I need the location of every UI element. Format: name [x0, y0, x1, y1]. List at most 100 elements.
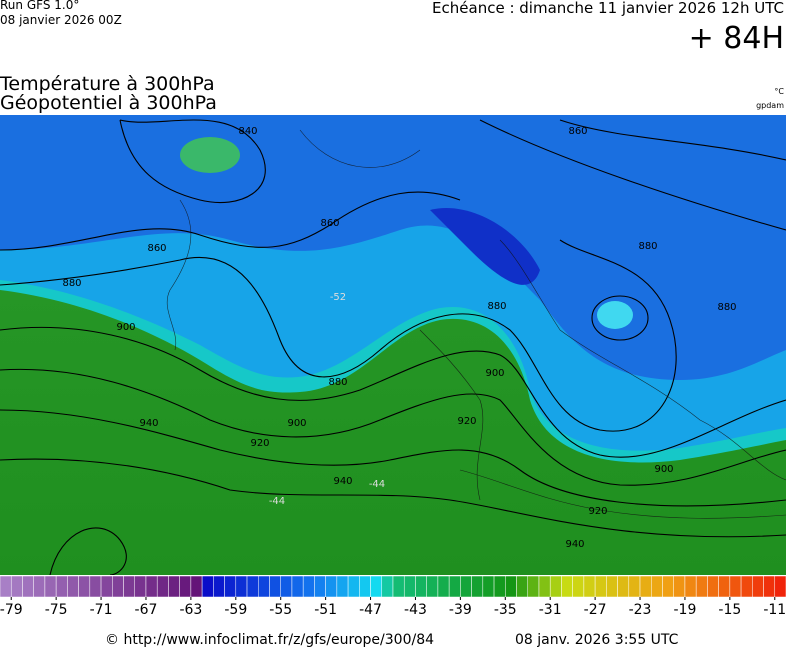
colorbar-cell	[482, 575, 495, 598]
colorbar-label: -31	[539, 602, 562, 618]
colorbar-cell	[213, 575, 225, 598]
colorbar-cell	[527, 575, 540, 598]
colorbar-label: -47	[359, 602, 382, 618]
contour-label: 880	[717, 302, 736, 313]
run-date: 08 janvier 2026 00Z	[0, 13, 122, 27]
colorbar-cell	[347, 575, 360, 598]
colorbar-cell	[448, 575, 461, 598]
unit-temperature: °C	[774, 87, 784, 96]
colorbar-cell	[392, 575, 405, 598]
contours	[0, 119, 786, 575]
contour-label: 920	[457, 416, 476, 427]
colorbar-cell	[78, 575, 91, 598]
colorbar-cell	[258, 575, 270, 598]
colorbar-label: -79	[0, 602, 23, 618]
colorbar-cell	[437, 575, 450, 598]
map	[0, 115, 786, 575]
colorbar-label: -63	[179, 602, 202, 618]
colorbar-cell	[0, 575, 12, 598]
run-label: Run GFS 1.0°	[0, 0, 79, 12]
warm-spot	[180, 137, 240, 173]
colorbar-label: -11	[763, 602, 786, 618]
colorbar-cell	[123, 575, 135, 598]
warm-spot	[597, 301, 633, 329]
colorbar-cell	[549, 575, 562, 598]
colorbar-cell	[628, 575, 641, 598]
generated-time: 08 janv. 2026 3:55 UTC	[515, 632, 679, 648]
colorbar-cell	[426, 575, 439, 598]
colorbar-cell	[639, 575, 652, 598]
colorbar-cell	[10, 575, 23, 598]
colorbar-label: -23	[629, 602, 652, 618]
colorbar-cell	[224, 575, 237, 598]
colorbar-cell	[44, 575, 57, 598]
contour-label: 920	[588, 506, 607, 517]
colorbar-cell	[145, 575, 158, 598]
colorbar-cell	[190, 575, 203, 598]
colorbar-cell	[291, 575, 304, 598]
contour-label: 940	[139, 418, 158, 429]
colorbar-cell	[201, 575, 214, 598]
colorbar-cell	[112, 575, 124, 598]
colorbar-cell	[325, 575, 338, 598]
colorbar-label: -35	[494, 602, 517, 618]
colorbar-label: -51	[314, 602, 337, 618]
colorbar-cell	[774, 575, 786, 598]
colorbar-cell	[583, 575, 596, 598]
colorbar-cell	[662, 575, 674, 598]
colorbar-cell	[179, 575, 192, 598]
colorbar-cell	[752, 575, 764, 598]
colorbar-cell	[538, 575, 551, 598]
colorbar-cell	[156, 575, 169, 598]
colorbar-cell	[168, 575, 180, 598]
contour-label: 900	[116, 322, 135, 333]
colorbar-cell	[302, 575, 315, 598]
colorbar-label: -67	[135, 602, 158, 618]
colorbar-cell	[403, 575, 416, 598]
cold-core	[430, 208, 540, 285]
colorbar-cell	[314, 575, 326, 598]
colorbar-cell	[336, 575, 349, 598]
colorbar-cell	[673, 575, 686, 598]
colorbar-label: -15	[718, 602, 741, 618]
colorbar-cell	[707, 575, 719, 598]
colorbar-label: -75	[45, 602, 68, 618]
colorbar-cell	[740, 575, 753, 598]
colorbar-cell	[134, 575, 147, 598]
colorbar-cell	[594, 575, 607, 598]
colorbar-cell	[505, 575, 517, 598]
colorbar-label: -19	[674, 602, 697, 618]
contour-label: 860	[147, 243, 166, 254]
colorbar-cell	[516, 575, 528, 598]
colorbar-cell	[572, 575, 585, 598]
cold-area	[0, 115, 786, 380]
colorbar-cell	[415, 575, 427, 598]
contour-label: 920	[250, 438, 269, 449]
colorbar-cell	[100, 575, 113, 598]
colorbar-cell	[718, 575, 731, 598]
contour-label: 880	[328, 377, 347, 388]
colorbar-cell	[606, 575, 618, 598]
valid-time: Echéance : dimanche 11 janvier 2026 12h …	[432, 0, 784, 17]
contour-label: 860	[568, 126, 587, 137]
contour-label: 940	[333, 476, 352, 487]
temperature-label: -44	[269, 496, 285, 507]
contour-label: 880	[62, 278, 81, 289]
colorbar-cell	[471, 575, 484, 598]
colorbar-cell	[381, 575, 394, 598]
colorbar-cell	[359, 575, 371, 598]
source: © http://www.infoclimat.fr/z/gfs/europe/…	[105, 632, 434, 648]
colorbar-cell	[684, 575, 697, 598]
colorbar-cell	[617, 575, 630, 598]
colorbar-cell	[22, 575, 34, 598]
temperature-label: -52	[330, 292, 346, 303]
colorbar-label: -71	[90, 602, 113, 618]
colorbar-cell	[460, 575, 472, 598]
contour-label: 900	[654, 464, 673, 475]
colorbar-cell	[695, 575, 708, 598]
colorbar-cell	[763, 575, 776, 598]
contour-label: 900	[287, 418, 306, 429]
contour-label: 900	[485, 368, 504, 379]
contour-label: 860	[320, 218, 339, 229]
